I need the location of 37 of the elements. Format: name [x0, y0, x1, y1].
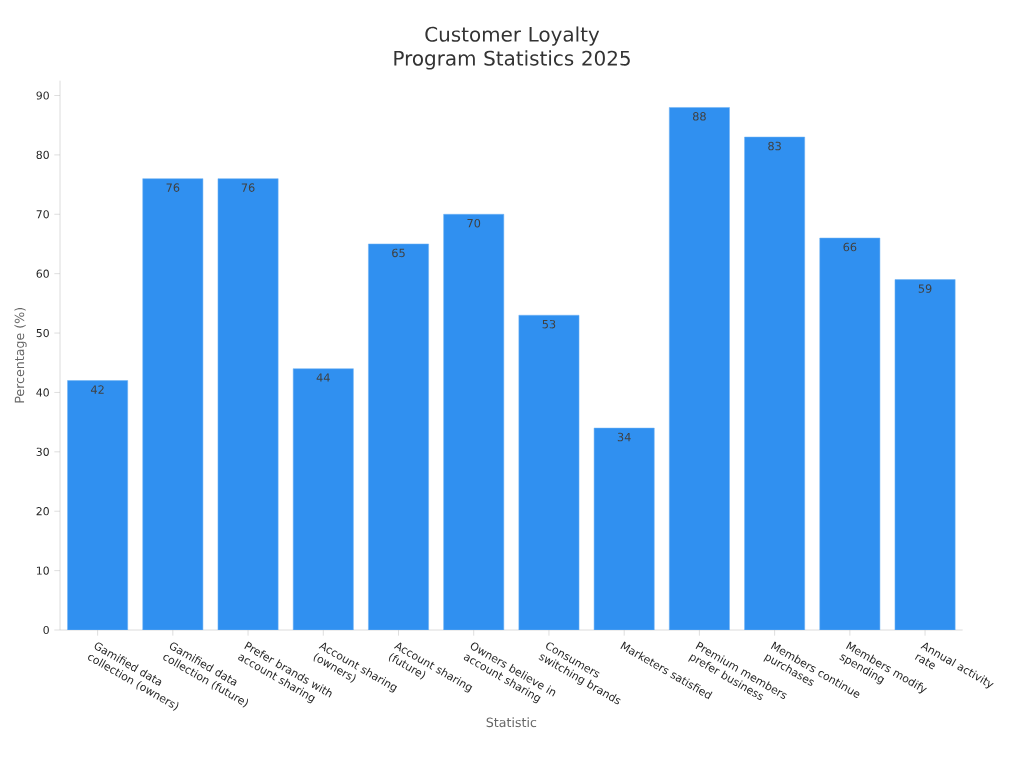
- y-tick-label: 0: [43, 625, 49, 635]
- data-label: 65: [392, 248, 405, 258]
- y-tick-label: 40: [36, 388, 49, 397]
- data-label: 44: [316, 373, 330, 382]
- bar: [894, 279, 956, 630]
- y-tick-label: 50: [36, 328, 49, 338]
- bar: [669, 107, 730, 630]
- data-label: 88: [692, 112, 706, 121]
- data-label: 42: [90, 385, 104, 394]
- bar: [67, 380, 128, 630]
- bar: [368, 243, 429, 630]
- bar: [292, 368, 354, 630]
- bar: [819, 237, 881, 630]
- bar: [142, 178, 204, 630]
- chart-title: Customer Loyalty Program Statistics 2025: [394, 26, 630, 70]
- bar: [593, 427, 655, 630]
- bar: [744, 136, 805, 630]
- data-label: 66: [843, 242, 857, 252]
- data-label: 34: [617, 432, 631, 442]
- y-axis-title: Percentage (%): [14, 308, 27, 403]
- y-tick-label: 80: [36, 150, 49, 159]
- data-label: 76: [166, 183, 180, 192]
- x-axis-title: Statistic: [486, 717, 537, 728]
- y-tick-label: 30: [36, 447, 49, 456]
- y-tick-label: 20: [36, 507, 49, 516]
- data-label: 76: [241, 183, 255, 192]
- y-tick-label: 10: [36, 566, 49, 575]
- data-label: 70: [467, 218, 481, 228]
- data-label: 53: [542, 319, 556, 329]
- y-tick-label: 70: [36, 210, 49, 219]
- data-label: 83: [768, 141, 781, 151]
- y-tick-label: 90: [36, 91, 49, 100]
- bar: [518, 314, 580, 630]
- data-label: 59: [918, 284, 932, 293]
- y-tick-label: 60: [36, 269, 49, 278]
- bar: [443, 214, 505, 630]
- bar: [217, 178, 279, 630]
